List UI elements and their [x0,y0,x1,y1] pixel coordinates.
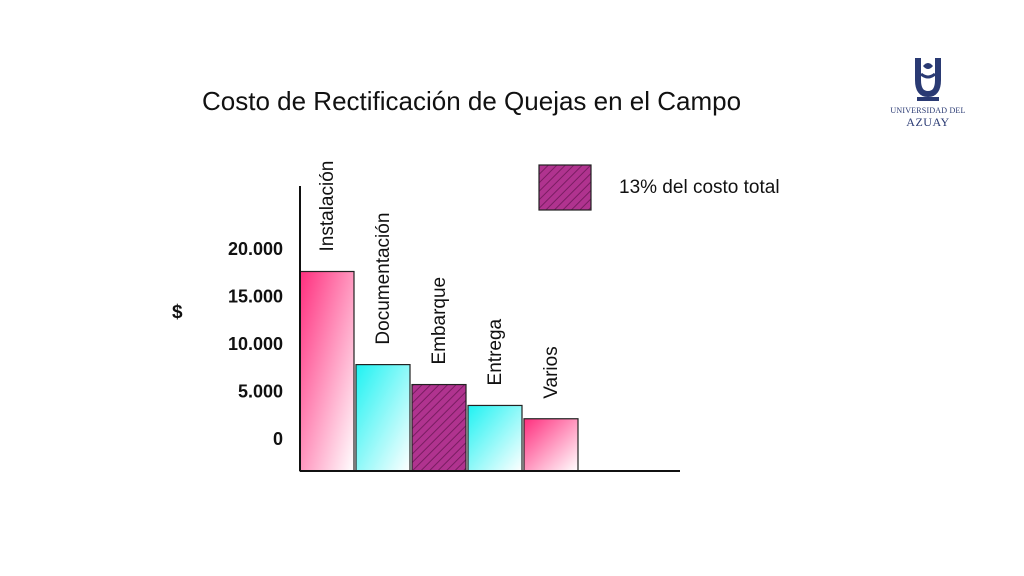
bar-5 [523,418,579,472]
y-tick-label: 10.000 [228,334,283,354]
category-label: Instalación [317,161,338,252]
y-tick-label: 5.000 [238,381,283,401]
category-labels: Instalación Documentación Embarque Entrega V… [317,161,562,399]
bar-1 [299,270,355,472]
bar-3 [411,383,467,472]
y-tick-label: 0 [273,429,283,449]
legend-label: 13% del costo total [619,177,780,198]
bar-4 [467,404,523,472]
bars [299,270,579,472]
category-label: Embarque [429,277,450,365]
category-label: Documentación [373,213,394,345]
chart-title: Costo de Rectificación de Quejas en el C… [202,86,742,116]
y-tick-labels: 0 5.000 10.000 15.000 20.000 [228,239,283,449]
logo-text-line2: AZUAY [906,115,950,129]
y-tick-label: 20.000 [228,239,283,259]
y-axis-label: $ [172,302,183,323]
logo-text-line1: UNIVERSIDAD DEL [890,106,966,115]
university-logo: UNIVERSIDAD DEL AZUAY [885,50,971,136]
category-label: Varios [541,346,562,398]
bar-2 [355,364,411,472]
y-tick-label: 15.000 [228,286,283,306]
category-label: Entrega [485,318,506,385]
legend-swatch [538,164,592,211]
university-emblem-icon [915,58,941,101]
